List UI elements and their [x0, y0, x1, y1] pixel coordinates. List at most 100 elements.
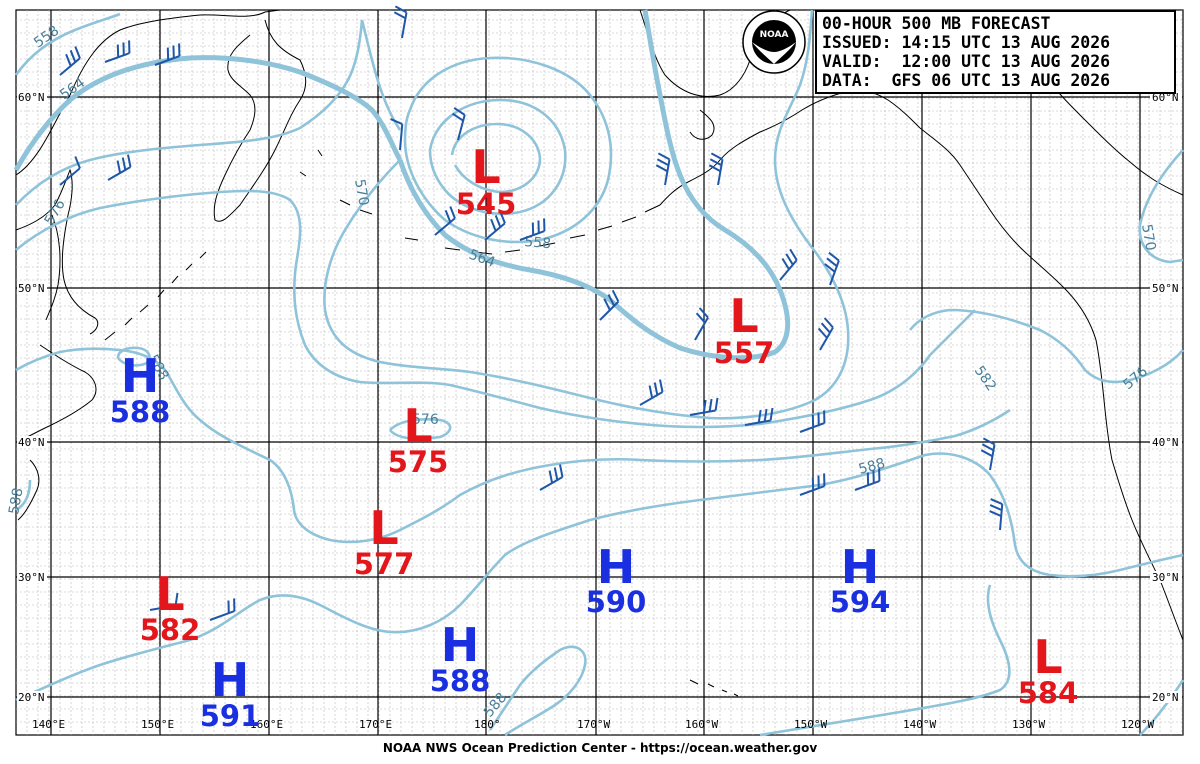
data-line: DATA: GFS 06 UTC 13 AUG 2026 [822, 71, 1111, 90]
lat-label: 30°N [18, 571, 45, 584]
low-letter: L [1033, 630, 1062, 684]
wind-barb [154, 43, 181, 66]
contour-558-nw [14, 12, 121, 76]
wind-barb [149, 592, 179, 611]
wind-barb [817, 317, 834, 351]
contour-label: 570 [1138, 223, 1158, 252]
wind-barb [799, 473, 826, 496]
low-value: 577 [354, 547, 415, 581]
low-center: L 584 [1018, 630, 1079, 710]
high-value: 591 [200, 699, 261, 733]
contour-564-central [397, 9, 791, 361]
longitude-labels: 140°E 150°E 160°E 170°E 180° 170°W 160°W… [32, 718, 1154, 731]
wind-barb [484, 211, 506, 241]
wind-barb [694, 307, 709, 341]
wind-barb [799, 410, 826, 433]
lon-label: 140°W [903, 718, 936, 731]
coast-kurils [104, 251, 207, 341]
contour-588-west-ring [116, 346, 151, 367]
wind-barb [708, 152, 724, 186]
coast-aleutians [339, 199, 661, 255]
low-center: L 545 [456, 140, 517, 221]
wind-barb [390, 118, 404, 151]
wind-barbs [59, 5, 1004, 621]
wind-barb [689, 397, 719, 416]
lat-label: 40°N [1152, 436, 1179, 449]
wind-barb [854, 468, 881, 491]
lat-label: 50°N [18, 282, 45, 295]
contour-576-ring [388, 418, 452, 441]
low-letter: L [729, 289, 758, 343]
coast-islands-misc [299, 149, 739, 697]
lat-label: 60°N [18, 91, 45, 104]
contour-588-inner [488, 645, 587, 737]
contour-576-east [908, 308, 1184, 384]
high-letter: H [441, 618, 480, 672]
wind-barb [779, 248, 798, 281]
wind-barb [519, 218, 546, 241]
lon-label: 160°W [685, 718, 718, 731]
lat-label: 50°N [1152, 282, 1179, 295]
wind-barb [824, 251, 840, 286]
high-value: 594 [830, 585, 891, 619]
contour-570-nw [15, 19, 364, 206]
wind-barb [744, 407, 774, 426]
valid-line: VALID: 12:00 UTC 13 AUG 2026 [822, 52, 1111, 71]
pressure-systems: L 545 L 557 H 588 L 575 L 577 L 582 H 59… [110, 140, 1079, 733]
height-contours [13, 9, 1185, 737]
contour-582-west [15, 347, 1011, 544]
low-letter: L [471, 140, 500, 194]
issued-line: ISSUED: 14:15 UTC 13 AUG 2026 [822, 33, 1111, 52]
lat-label: 40°N [18, 436, 45, 449]
lon-label: 170°E [359, 718, 392, 731]
contour-558-inner [403, 56, 613, 244]
high-value: 588 [110, 395, 171, 429]
contour-576-west [15, 189, 976, 429]
high-value: 588 [430, 664, 491, 698]
high-letter: H [211, 653, 250, 707]
title-box: 00-HOUR 500 MB FORECAST ISSUED: 14:15 UT… [815, 10, 1176, 94]
high-center: H 588 [430, 618, 491, 698]
contour-label: 576 [412, 412, 439, 428]
low-value: 584 [1018, 676, 1079, 710]
low-center: L 577 [354, 501, 415, 581]
coast-sakhalin [45, 214, 61, 321]
wind-barb [639, 379, 664, 406]
high-center: H 591 [200, 653, 261, 733]
high-center: H 594 [830, 540, 891, 619]
high-letter: H [597, 540, 636, 594]
noaa-logo: NOAA [742, 10, 806, 74]
high-center: H 588 [110, 349, 171, 429]
lat-label: 20°N [1152, 691, 1179, 704]
wind-barb [539, 464, 564, 491]
contour-570-east [1138, 149, 1184, 264]
footer-credit: NOAA NWS Ocean Prediction Center - https… [382, 741, 818, 755]
lon-label: 170°W [577, 718, 610, 731]
lat-label: 30°N [1152, 571, 1179, 584]
wind-barb [452, 107, 466, 141]
low-letter: L [403, 399, 432, 453]
lon-label: 150°E [141, 718, 174, 731]
lon-label: 150°W [794, 718, 827, 731]
wind-barb [599, 289, 620, 321]
lon-label: 140°E [32, 718, 65, 731]
high-letter: H [121, 349, 160, 403]
high-center: H 590 [586, 540, 647, 619]
fine-grid [16, 10, 1183, 735]
low-value: 545 [456, 187, 517, 221]
lon-label: 120°W [1121, 718, 1154, 731]
map-frame [15, 9, 1184, 736]
contour-546-core [450, 122, 542, 194]
low-letter: L [155, 567, 184, 621]
lon-label: 160°E [250, 718, 283, 731]
coast-japan [17, 344, 97, 521]
contour-588-east [759, 584, 1185, 737]
wind-barb [59, 46, 81, 76]
wind-barb [104, 40, 131, 63]
low-center: L 582 [140, 567, 201, 647]
contour-588-south [15, 452, 1184, 702]
contour-552-inner [428, 98, 567, 216]
contour-label: 558 [524, 234, 552, 252]
high-value: 590 [586, 585, 647, 619]
